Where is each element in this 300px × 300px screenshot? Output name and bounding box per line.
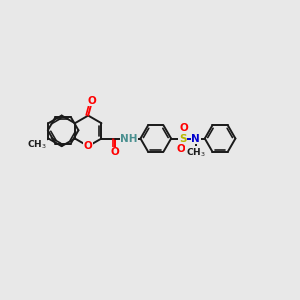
Text: NH: NH	[120, 134, 138, 143]
Text: N: N	[191, 134, 200, 143]
Text: O: O	[177, 144, 185, 154]
Text: O: O	[111, 147, 120, 157]
Text: O: O	[180, 123, 188, 133]
Text: O: O	[88, 96, 97, 106]
Text: CH$_3$: CH$_3$	[27, 139, 47, 151]
Text: S: S	[179, 134, 186, 143]
Text: O: O	[84, 141, 93, 151]
Text: CH$_3$: CH$_3$	[186, 146, 206, 158]
